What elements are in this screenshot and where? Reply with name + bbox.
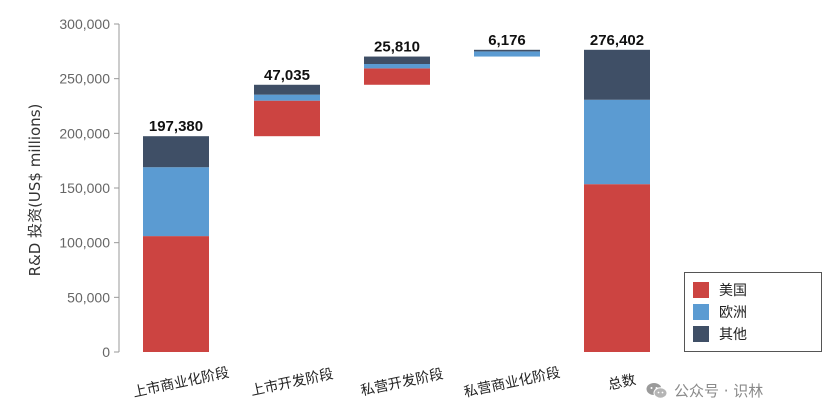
- bars: [143, 49, 650, 352]
- bar-segment-other: [143, 136, 209, 168]
- y-tick-label: 100,000: [59, 235, 110, 251]
- y-tick-label: 200,000: [59, 125, 110, 141]
- legend-item-us: 美国: [693, 279, 813, 301]
- bar-segment-europe: [474, 51, 540, 57]
- y-tick-label: 250,000: [59, 71, 110, 87]
- total-labels: 197,380 47,035 25,810 6,176 276,402: [149, 32, 644, 135]
- legend: 美国 欧洲 其他: [684, 272, 822, 352]
- legend-swatch-us: [693, 282, 709, 298]
- legend-item-europe: 欧洲: [693, 301, 813, 323]
- bar-segment-europe: [143, 167, 209, 237]
- watermark-text: 公众号 · 识林: [674, 382, 764, 400]
- total-label: 276,402: [590, 32, 644, 49]
- y-axis-label: R&D 投资(US$ millions): [26, 104, 44, 277]
- bar-segment-us: [584, 184, 650, 352]
- total-label: 47,035: [264, 67, 310, 84]
- total-label: 25,810: [374, 39, 420, 56]
- bar-segment-other: [474, 49, 540, 52]
- legend-label-other: 其他: [719, 327, 747, 343]
- legend-swatch-europe: [693, 304, 709, 320]
- bar-segment-other: [584, 49, 650, 100]
- total-label: 197,380: [149, 118, 203, 135]
- x-axis-categories: 上市商业化阶段 上市开发阶段 私营开发阶段 私营商业化阶段 总数: [131, 364, 637, 401]
- bar-segment-us: [143, 236, 209, 352]
- bar-segment-other: [364, 56, 430, 64]
- y-tick-label: 300,000: [59, 16, 110, 32]
- legend-label-us: 美国: [719, 283, 747, 299]
- y-tick-label: 50,000: [67, 289, 110, 305]
- bar-segment-us: [254, 100, 320, 137]
- y-tick-label: 150,000: [59, 180, 110, 196]
- category-label: 私营商业化阶段: [462, 365, 561, 401]
- legend-swatch-other: [693, 326, 709, 342]
- total-label: 6,176: [488, 32, 526, 49]
- legend-item-other: 其他: [693, 323, 813, 345]
- watermark: 公众号 · 识林: [646, 380, 763, 401]
- category-label: 私营开发阶段: [359, 366, 444, 399]
- y-tick-label: 0: [102, 344, 110, 360]
- bar-segment-europe: [584, 99, 650, 185]
- category-label: 上市开发阶段: [249, 365, 335, 399]
- bar-segment-europe: [254, 94, 320, 101]
- bar-segment-other: [254, 84, 320, 95]
- category-label: 上市商业化阶段: [131, 364, 230, 401]
- bar-segment-europe: [364, 63, 430, 69]
- bar-segment-us: [364, 68, 430, 85]
- y-axis: 0 50,000 100,000 150,000 200,000 250,000 300,0…: [59, 16, 120, 360]
- wechat-icon: [646, 382, 668, 399]
- legend-label-europe: 欧洲: [719, 305, 747, 321]
- category-label: 总数: [607, 372, 638, 393]
